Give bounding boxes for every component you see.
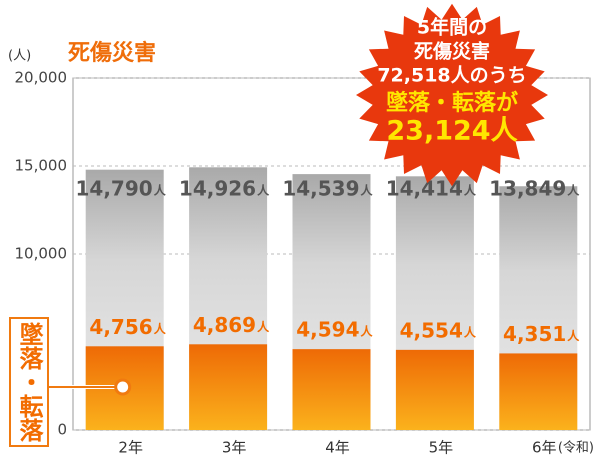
y-tick-label: 15,000 <box>15 157 68 175</box>
annotation-line: 死傷災害 <box>414 40 490 63</box>
value-unit: 人 <box>154 321 167 336</box>
value-unit: 人 <box>257 183 270 198</box>
starburst <box>356 3 548 187</box>
value-unit: 人 <box>361 324 374 339</box>
value-label: 4,869 <box>193 313 256 337</box>
legend-label: 墜落・転落 <box>15 321 43 443</box>
x-tick-label: 4年 <box>325 439 350 457</box>
value-label: 14,539 <box>282 177 359 201</box>
y-tick-label: 0 <box>57 421 67 439</box>
annotation-line: 5年間の <box>417 16 487 39</box>
x-tick-label: 2年 <box>118 439 143 457</box>
value-label: 14,790 <box>76 177 153 201</box>
x-suffix: (令和) <box>558 441 594 456</box>
value-unit: 人 <box>567 328 580 343</box>
value-unit: 人 <box>257 319 270 334</box>
value-unit: 人 <box>464 183 477 198</box>
chart-title: 死傷災害 <box>68 40 156 66</box>
value-label: 4,351 <box>503 322 566 346</box>
value-label: 13,849 <box>489 177 566 201</box>
fall-bar <box>499 353 578 430</box>
annotation-line: 墜落・転落が <box>386 90 518 116</box>
fall-bar <box>189 344 268 430</box>
value-label: 4,756 <box>89 315 152 339</box>
value-unit: 人 <box>154 183 167 198</box>
value-unit: 人 <box>361 183 374 198</box>
y-tick-label: 10,000 <box>15 245 68 263</box>
y-unit: (人) <box>8 49 31 64</box>
y-tick-label: 20,000 <box>15 69 68 87</box>
value-unit: 人 <box>464 324 477 339</box>
annotation-line: 23,124人 <box>386 116 517 147</box>
callout-dot <box>114 378 132 396</box>
annotation-line: 72,518人のうち <box>377 65 526 87</box>
value-unit: 人 <box>567 183 580 198</box>
value-label: 4,554 <box>400 318 463 342</box>
fall-bar <box>292 349 371 430</box>
x-tick-label: 5年 <box>429 439 454 457</box>
legend-box <box>9 317 49 447</box>
fall-bar <box>395 349 474 430</box>
value-label: 14,926 <box>179 177 256 201</box>
value-label: 4,594 <box>296 318 359 342</box>
x-tick-label: 3年 <box>222 439 247 457</box>
x-tick-label: 6年 <box>532 439 557 457</box>
